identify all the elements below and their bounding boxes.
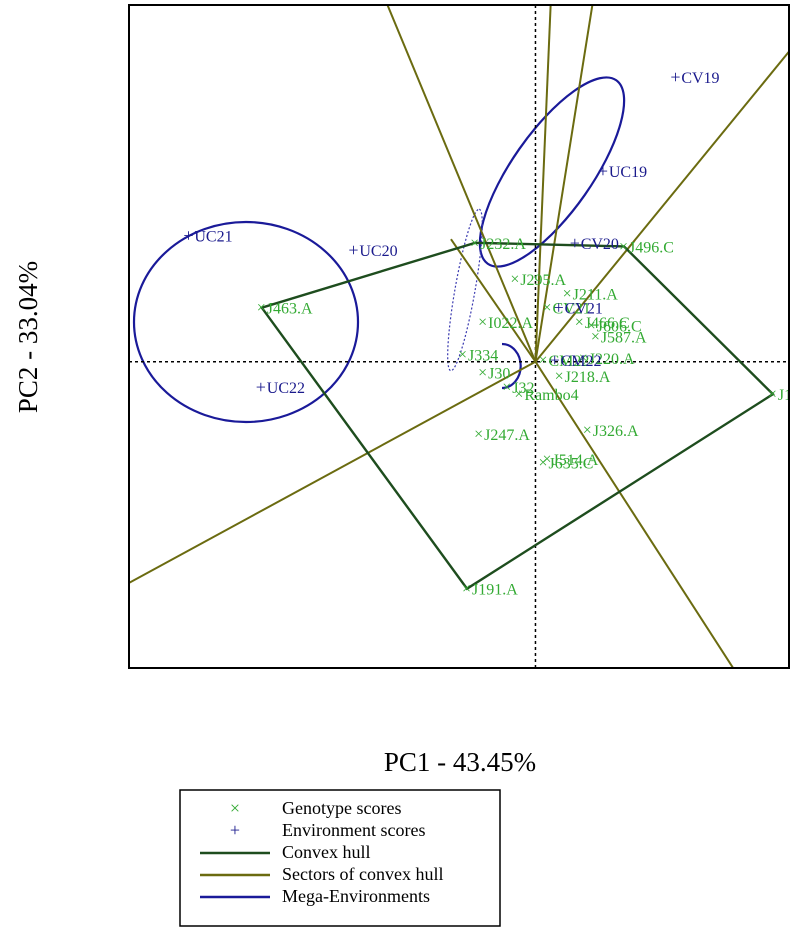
environment-label: CM22: [561, 353, 602, 370]
genotype-label: J30: [488, 366, 510, 383]
genotype-label: J220.A: [589, 351, 635, 368]
genotype-label: J32: [512, 380, 534, 397]
mega-env-arc-center: [501, 342, 522, 390]
environment-label: UC21: [194, 229, 232, 246]
genotype-marker: ×: [768, 386, 777, 403]
genotype-label: J334: [468, 348, 498, 365]
environment-label: CV19: [681, 70, 719, 87]
genotype-label: J635.C: [549, 456, 594, 473]
environment-marker: +: [598, 161, 608, 181]
genotype-label: J514.A: [553, 452, 599, 469]
genotype-marker: ×: [514, 386, 523, 403]
mega-env-ellipse-north: [478, 76, 626, 268]
genotype-label: J218.A: [565, 369, 611, 386]
genotype-marker: ×: [543, 451, 552, 468]
environment-marker: +: [183, 226, 193, 246]
genotype-marker: ×: [575, 314, 584, 331]
genotype-marker: ×: [591, 329, 600, 346]
environment-marker: +: [570, 233, 580, 253]
convex-hull-polygon: [259, 241, 775, 591]
genotype-marker: ×: [462, 581, 471, 598]
environment-label: CV21: [565, 301, 603, 318]
genotype-label: J247.A: [484, 427, 530, 444]
genotype-label: J232.A: [480, 236, 526, 253]
y-axis-title: PC2 - 33.04%: [13, 261, 43, 413]
genotype-label: J496.C: [629, 239, 674, 256]
legend-label-sectors: Sectors of convex hull: [282, 864, 443, 884]
genotype-marker: ×: [478, 314, 487, 331]
environment-marker: +: [554, 298, 564, 318]
genotype-label: J295.A: [520, 272, 566, 289]
genotype-marker: ×: [579, 350, 588, 367]
genotype-label: J463.A: [267, 301, 313, 318]
plot-frame: [128, 4, 790, 669]
sector-ray-1: [386, 6, 537, 363]
sector-ray-7: [450, 238, 537, 363]
genotype-marker: ×: [539, 455, 548, 472]
legend-marker-environment: +: [230, 820, 240, 840]
genotype-label: J326.A: [593, 423, 639, 440]
x-axis-title: PC1 - 43.45%: [384, 747, 536, 777]
genotype-marker: ×: [543, 300, 552, 317]
genotype-label: I022.A: [488, 315, 533, 332]
genotype-label: J587.A: [601, 330, 647, 347]
legend-label-mega-env: Mega-Environments: [282, 886, 430, 906]
environment-marker: +: [550, 350, 560, 370]
sector-ray-3: [534, 6, 594, 362]
genotype-label: J606.C: [597, 319, 642, 336]
genotype-marker: ×: [587, 318, 596, 335]
genotype-marker: ×: [510, 271, 519, 288]
legend-marker-genotype: ×: [230, 798, 240, 818]
mega-env-ellipse-west: [132, 220, 360, 424]
environment-marker: +: [348, 240, 358, 260]
environment-label: CV20: [581, 236, 619, 253]
genotype-marker: ×: [458, 347, 467, 364]
sector-ray-6: [130, 360, 536, 584]
genotype-label: J211.A: [573, 286, 619, 303]
genotype-label: CV21: [553, 301, 591, 318]
genotype-marker: ×: [257, 300, 266, 317]
genotype-marker: ×: [583, 422, 592, 439]
sector-ray-5: [534, 361, 734, 667]
genotype-marker: ×: [555, 368, 564, 385]
legend-label-genotype: Genotype scores: [282, 798, 401, 818]
genotype-label: Rambo4: [524, 387, 578, 404]
sector-ray-4: [534, 51, 788, 363]
environment-label: UC19: [609, 164, 647, 181]
sector-ray-2: [534, 6, 552, 362]
genotype-marker: ×: [619, 238, 628, 255]
environment-label: UC20: [359, 243, 397, 260]
genotype-marker: ×: [470, 235, 479, 252]
genotype-marker: ×: [563, 285, 572, 302]
genotype-marker: ×: [539, 352, 548, 369]
environment-label: UC22: [267, 380, 305, 397]
environment-marker: +: [256, 377, 266, 397]
legend-box: [179, 789, 501, 927]
genotype-marker: ×: [502, 379, 511, 396]
legend-label-convex-hull: Convex hull: [282, 842, 371, 862]
genotype-label: J188.A: [778, 387, 796, 404]
genotype-label: CM22: [549, 353, 590, 370]
genotype-label: J466.C: [585, 315, 630, 332]
genotype-marker: ×: [474, 426, 483, 443]
legend-label-environment: Environment scores: [282, 820, 425, 840]
genotype-label: J191.A: [472, 582, 518, 599]
environment-marker: +: [670, 67, 680, 87]
genotype-marker: ×: [478, 365, 487, 382]
